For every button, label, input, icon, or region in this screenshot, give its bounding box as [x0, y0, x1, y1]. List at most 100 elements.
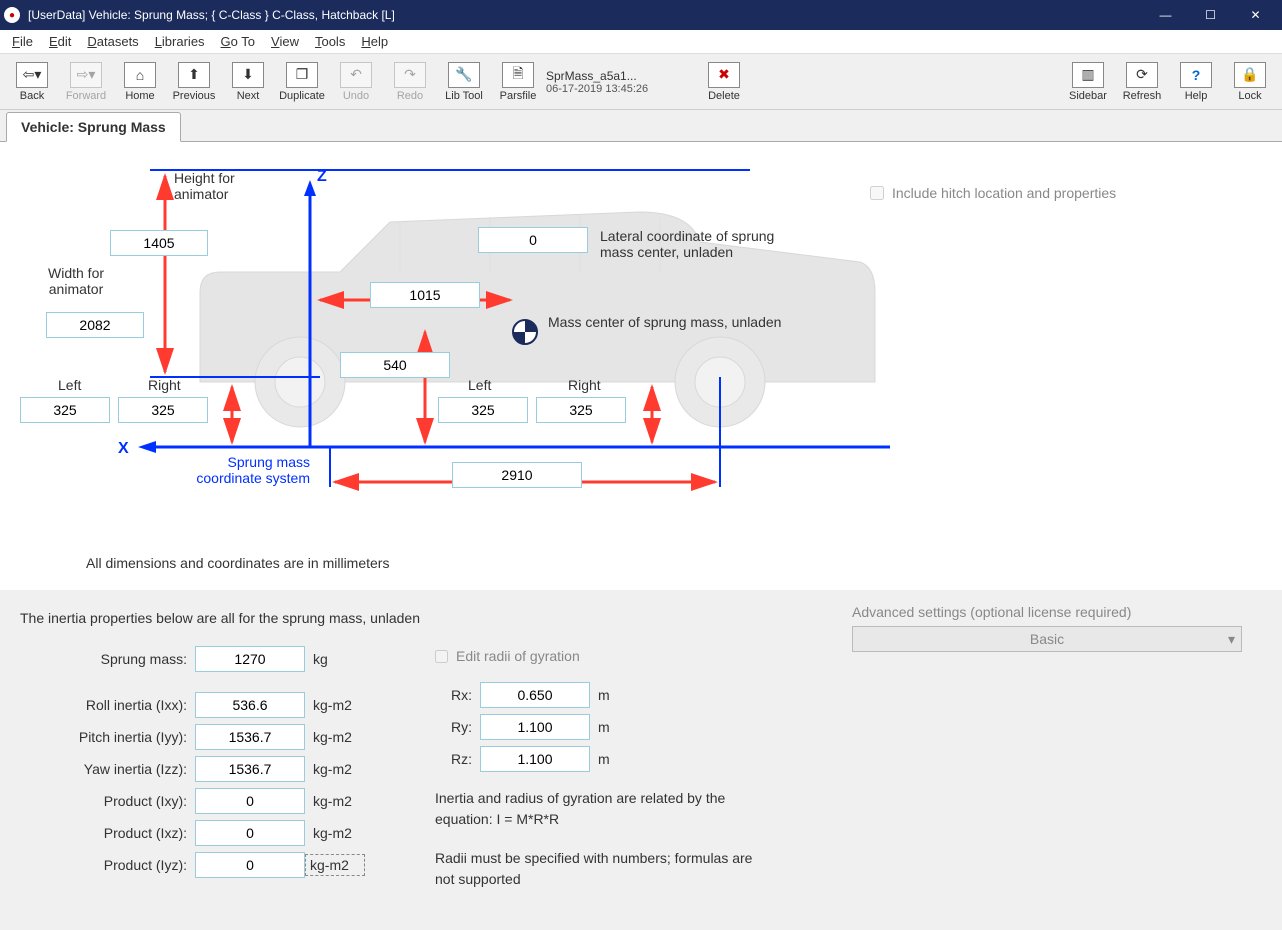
- rz-unit: m: [590, 751, 650, 767]
- redo-button[interactable]: ↷ Redo: [384, 57, 436, 107]
- maximize-button[interactable]: ☐: [1188, 0, 1233, 30]
- sprung-mass-input[interactable]: [195, 646, 305, 672]
- right-label-1: Right: [148, 377, 181, 393]
- undo-button[interactable]: ↶ Undo: [330, 57, 382, 107]
- pitch-unit: kg-m2: [305, 729, 365, 745]
- home-button[interactable]: ⌂ Home: [114, 57, 166, 107]
- wrench-icon: 🔧: [448, 62, 480, 88]
- left-label-2: Left: [468, 377, 491, 393]
- sprung-mass-label: Sprung mass:: [20, 651, 195, 667]
- rx-input[interactable]: [480, 682, 590, 708]
- ry-input[interactable]: [480, 714, 590, 740]
- rx-unit: m: [590, 687, 650, 703]
- home-icon: ⌂: [124, 62, 156, 88]
- sidebar-button[interactable]: ▥ Sidebar: [1062, 57, 1114, 107]
- forward-icon: ⇨▾: [70, 62, 102, 88]
- next-button[interactable]: ⬇ Next: [222, 57, 274, 107]
- file-info: SprMass_a5a1... 06-17-2019 13:45:26: [546, 69, 666, 95]
- yaw-unit: kg-m2: [305, 761, 365, 777]
- edit-radii-label: Edit radii of gyration: [456, 648, 580, 664]
- advanced-settings: Advanced settings (optional license requ…: [852, 604, 1252, 652]
- ixz-label: Product (Ixz):: [20, 825, 195, 841]
- document-icon: 🗎: [502, 62, 534, 88]
- libtool-button[interactable]: 🔧 Lib Tool: [438, 57, 490, 107]
- edit-radii-checkbox[interactable]: [435, 650, 448, 663]
- file-name: SprMass_a5a1...: [546, 69, 666, 83]
- pitch-input[interactable]: [195, 724, 305, 750]
- roll-input[interactable]: [195, 692, 305, 718]
- previous-button[interactable]: ⬆ Previous: [168, 57, 220, 107]
- menu-view[interactable]: View: [263, 32, 307, 51]
- toolbar: ⇦▾ Back ⇨▾ Forward ⌂ Home ⬆ Previous ⬇ N…: [0, 54, 1282, 110]
- hitch-checkbox[interactable]: [870, 186, 884, 200]
- units-footnote: All dimensions and coordinates are in mi…: [86, 555, 389, 571]
- help-button[interactable]: ? Help: [1170, 57, 1222, 107]
- left-label-1: Left: [58, 377, 81, 393]
- ixy-input[interactable]: [195, 788, 305, 814]
- menu-libraries[interactable]: Libraries: [147, 32, 213, 51]
- file-date: 06-17-2019 13:45:26: [546, 83, 666, 95]
- delete-button[interactable]: ✖ Delete: [698, 57, 750, 107]
- menu-file[interactable]: File: [4, 32, 41, 51]
- hitch-label: Include hitch location and properties: [892, 185, 1116, 201]
- advanced-label: Advanced settings (optional license requ…: [852, 604, 1252, 620]
- refresh-button[interactable]: ⟳ Refresh: [1116, 57, 1168, 107]
- advanced-value: Basic: [1030, 631, 1064, 647]
- right-input-1[interactable]: [118, 397, 208, 423]
- inertia-section: The inertia properties below are all for…: [0, 590, 1282, 930]
- menubar: File Edit Datasets Libraries Go To View …: [0, 30, 1282, 54]
- x-axis-label: X: [118, 440, 129, 458]
- minimize-button[interactable]: —: [1143, 0, 1188, 30]
- lock-icon: 🔒: [1234, 62, 1266, 88]
- parsfile-button[interactable]: 🗎 Parsfile: [492, 57, 544, 107]
- close-button[interactable]: ✕: [1233, 0, 1278, 30]
- mass-center-label: Mass center of sprung mass, unladen: [548, 314, 781, 330]
- titlebar: [UserData] Vehicle: Sprung Mass; { C-Cla…: [0, 0, 1282, 30]
- ixy-label: Product (Ixy):: [20, 793, 195, 809]
- yaw-input[interactable]: [195, 756, 305, 782]
- iyz-input[interactable]: [195, 852, 305, 878]
- rz-input[interactable]: [480, 746, 590, 772]
- z-axis-label: Z: [317, 168, 327, 186]
- back-button[interactable]: ⇦▾ Back: [6, 57, 58, 107]
- rz-label: Rz:: [435, 751, 480, 767]
- coord-system-label: Sprung mass coordinate system: [190, 454, 310, 486]
- undo-icon: ↶: [340, 62, 372, 88]
- menu-help[interactable]: Help: [353, 32, 396, 51]
- roll-unit: kg-m2: [305, 697, 365, 713]
- hitch-row: Include hitch location and properties: [870, 185, 1116, 201]
- menu-tools[interactable]: Tools: [307, 32, 353, 51]
- ixz-unit: kg-m2: [305, 825, 365, 841]
- left-input-2[interactable]: [438, 397, 528, 423]
- forward-button[interactable]: ⇨▾ Forward: [60, 57, 112, 107]
- ixz-input[interactable]: [195, 820, 305, 846]
- iyz-unit: kg-m2: [305, 854, 365, 876]
- yaw-label: Yaw inertia (Izz):: [20, 761, 195, 777]
- duplicate-button[interactable]: ❐ Duplicate: [276, 57, 328, 107]
- diagram-svg: [20, 152, 920, 552]
- back-icon: ⇦▾: [16, 62, 48, 88]
- pitch-label: Pitch inertia (Iyy):: [20, 729, 195, 745]
- window-title: [UserData] Vehicle: Sprung Mass; { C-Cla…: [28, 8, 1143, 22]
- z-offset-input[interactable]: [340, 352, 450, 378]
- down-arrow-icon: ⬇: [232, 62, 264, 88]
- wheelbase-input[interactable]: [452, 462, 582, 488]
- ry-label: Ry:: [435, 719, 480, 735]
- lateral-input[interactable]: [478, 227, 588, 253]
- advanced-select[interactable]: Basic: [852, 626, 1242, 652]
- menu-datasets[interactable]: Datasets: [79, 32, 146, 51]
- height-animator-input[interactable]: [110, 230, 208, 256]
- left-input-1[interactable]: [20, 397, 110, 423]
- right-label-2: Right: [568, 377, 601, 393]
- lock-button[interactable]: 🔒 Lock: [1224, 57, 1276, 107]
- tab-sprung-mass[interactable]: Vehicle: Sprung Mass: [6, 112, 181, 142]
- width-animator-input[interactable]: [46, 312, 144, 338]
- iyz-label: Product (Iyz):: [20, 857, 195, 873]
- menu-edit[interactable]: Edit: [41, 32, 79, 51]
- radii-info-2: Radii must be specified with numbers; fo…: [435, 848, 755, 890]
- rx-label: Rx:: [435, 687, 480, 703]
- right-input-2[interactable]: [536, 397, 626, 423]
- menu-goto[interactable]: Go To: [213, 32, 263, 51]
- duplicate-icon: ❐: [286, 62, 318, 88]
- x-offset-input[interactable]: [370, 282, 480, 308]
